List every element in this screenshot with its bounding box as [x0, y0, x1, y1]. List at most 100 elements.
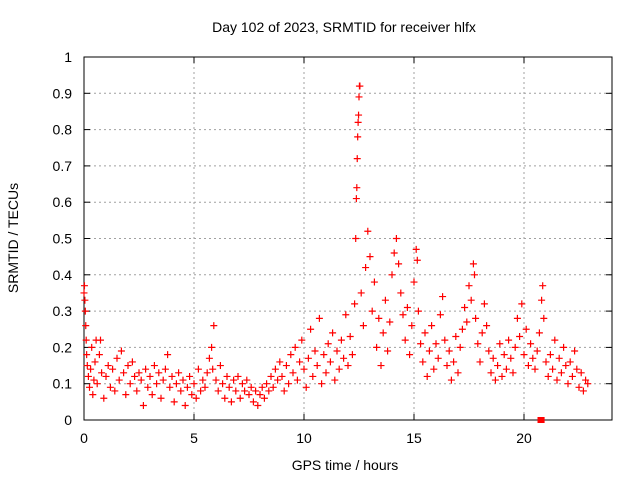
data-point	[421, 329, 429, 337]
data-point	[324, 340, 332, 348]
data-point	[208, 343, 216, 351]
data-point	[113, 354, 121, 362]
data-point	[131, 372, 139, 380]
data-point	[355, 93, 363, 101]
data-point	[428, 322, 436, 330]
data-point	[84, 372, 92, 380]
data-point	[436, 311, 444, 319]
data-point	[293, 376, 301, 384]
data-point	[553, 376, 561, 384]
data-point	[518, 300, 526, 308]
y-tick-label: 0.9	[53, 85, 73, 101]
data-point	[227, 398, 235, 406]
data-point	[104, 362, 112, 370]
y-axis-title: SRMTID / TECUs	[5, 183, 21, 293]
data-point	[555, 354, 563, 362]
data-point	[82, 336, 90, 344]
data-point	[203, 369, 211, 377]
y-tick-label: 0.7	[53, 158, 73, 174]
data-point	[564, 380, 572, 388]
data-point	[276, 358, 284, 366]
data-point	[214, 387, 222, 395]
data-point	[524, 362, 532, 370]
data-points	[80, 82, 592, 423]
data-point	[282, 362, 290, 370]
data-point	[337, 336, 345, 344]
data-point	[271, 365, 279, 373]
data-point	[109, 365, 117, 373]
data-point	[161, 365, 169, 373]
data-point	[124, 362, 132, 370]
data-point	[465, 282, 473, 290]
data-point	[452, 333, 460, 341]
data-point	[463, 318, 471, 326]
data-point	[549, 365, 557, 373]
data-point	[311, 347, 319, 355]
data-point	[520, 351, 528, 359]
data-point	[346, 333, 354, 341]
x-axis-title: GPS time / hours	[292, 457, 399, 473]
y-tick-label: 1	[64, 49, 72, 65]
data-point	[274, 376, 282, 384]
data-point	[83, 362, 91, 370]
data-point	[192, 394, 200, 402]
data-point	[408, 322, 416, 330]
data-point	[366, 253, 374, 261]
data-point	[331, 376, 339, 384]
data-point	[568, 372, 576, 380]
data-point	[212, 376, 220, 384]
data-point	[527, 340, 535, 348]
data-point	[133, 387, 141, 395]
data-point	[354, 118, 362, 126]
data-point	[441, 336, 449, 344]
data-point	[529, 354, 537, 362]
data-point	[164, 351, 172, 359]
data-point	[359, 322, 367, 330]
data-point	[298, 336, 306, 344]
data-point	[89, 391, 97, 399]
data-point	[388, 271, 396, 279]
data-point	[355, 111, 363, 119]
data-point	[296, 358, 304, 366]
data-point	[172, 380, 180, 388]
data-point	[329, 329, 337, 337]
data-point	[403, 303, 411, 311]
data-point	[467, 296, 475, 304]
data-point	[390, 249, 398, 257]
data-point	[86, 383, 93, 391]
data-point	[148, 391, 156, 399]
data-point	[97, 336, 104, 344]
x-tick-label: 20	[516, 430, 532, 446]
data-point	[243, 376, 251, 384]
data-point	[533, 347, 541, 355]
data-point	[579, 387, 587, 395]
data-point	[137, 376, 145, 384]
data-point	[309, 372, 317, 380]
y-tick-label: 0.5	[53, 231, 73, 247]
data-point	[142, 365, 150, 373]
data-point	[551, 336, 559, 344]
data-point	[313, 362, 321, 370]
data-point	[245, 391, 253, 399]
y-tick-label: 0.3	[53, 303, 73, 319]
data-point	[412, 245, 420, 253]
data-point	[81, 307, 89, 315]
chart-title: Day 102 of 2023, SRMTID for receiver hlf…	[212, 19, 476, 35]
data-point	[480, 300, 488, 308]
data-point	[419, 358, 427, 366]
data-point	[267, 372, 275, 380]
data-point	[485, 347, 493, 355]
data-point	[454, 369, 462, 377]
data-point	[340, 354, 348, 362]
data-point	[285, 380, 293, 388]
x-tick-label: 15	[406, 430, 422, 446]
data-point	[254, 401, 262, 409]
data-point	[513, 314, 521, 322]
data-point	[179, 376, 187, 384]
data-point	[302, 383, 310, 391]
data-point	[88, 343, 96, 351]
data-point	[450, 358, 458, 366]
x-tick-label: 0	[80, 430, 88, 446]
data-point	[87, 365, 95, 373]
y-tick-label: 0.2	[53, 339, 73, 355]
